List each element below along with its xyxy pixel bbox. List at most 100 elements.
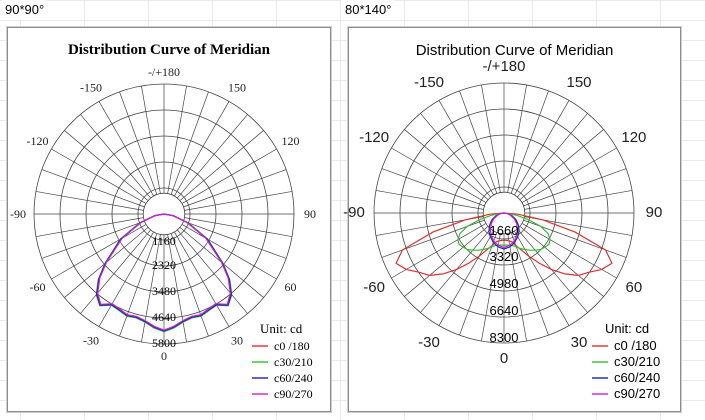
angle-label: -30 xyxy=(83,333,99,347)
series-line xyxy=(95,213,233,332)
grid-spoke xyxy=(517,113,588,198)
unit-label: Unit: cd xyxy=(605,321,649,336)
grid-spoke xyxy=(119,233,158,337)
angle-label: -150 xyxy=(414,74,444,91)
polar-chart-left: -/+180 -150 150 -120 120 -90 90 -60 60 -30 30 0 1160… xyxy=(10,65,316,401)
grid-spoke xyxy=(510,90,549,194)
grid-spoke xyxy=(177,114,248,199)
grid-spoke xyxy=(481,84,501,193)
angle-label: 150 xyxy=(566,74,591,91)
legend-label: c0 /180 xyxy=(274,339,310,353)
sheet-label-right: 80*140° xyxy=(342,0,395,20)
legend-label: c0 /180 xyxy=(614,338,657,353)
chart-title: Distribution Curve of Meridian xyxy=(67,42,271,58)
grid-spoke xyxy=(521,223,617,279)
angle-label: 90 xyxy=(304,207,316,221)
sheet-label-left: 90*90° xyxy=(2,0,48,20)
unit-label: Unit: cd xyxy=(260,321,303,336)
radial-tick-label: 6640 xyxy=(490,303,519,318)
radial-tick-label: 3480 xyxy=(152,284,176,298)
grid-spoke xyxy=(170,233,209,337)
angle-label: -120 xyxy=(359,129,389,146)
grid-spoke xyxy=(420,113,491,198)
grid-spoke xyxy=(170,91,209,195)
series-line xyxy=(395,212,613,277)
grid-spoke xyxy=(507,233,527,342)
chart-title: Distribution Curve of Meridian xyxy=(415,42,614,59)
grid-spoke xyxy=(141,85,161,194)
grid-spoke xyxy=(519,129,604,200)
angle-label: 120 xyxy=(621,129,646,146)
grid-spoke xyxy=(507,84,527,193)
legend-label: c30/210 xyxy=(614,354,660,369)
grid-spoke xyxy=(183,169,287,208)
grid-spoke xyxy=(524,190,633,210)
grid-spoke xyxy=(35,217,144,237)
series-line xyxy=(457,212,551,251)
grid-spoke xyxy=(183,220,287,259)
grid-spoke xyxy=(517,228,588,313)
grid-spoke xyxy=(119,91,158,195)
radial-tick-label: 8300 xyxy=(490,330,519,345)
grid-spoke xyxy=(184,217,293,237)
grid-spoke xyxy=(98,231,154,327)
grid-spoke xyxy=(381,168,485,207)
grid-spoke xyxy=(141,234,161,343)
grid-spoke xyxy=(80,229,151,314)
angle-label: -150 xyxy=(80,81,102,95)
grid-spoke xyxy=(420,228,491,313)
grid-spoke xyxy=(174,231,230,327)
polar-chart-right: -/+180 -150 150 -120 120 -90 90 -60 60 -30 30 0 1660… xyxy=(343,58,663,401)
series-line xyxy=(489,212,519,249)
grid-spoke xyxy=(181,224,277,280)
angle-label: 120 xyxy=(281,134,299,148)
grid-spoke xyxy=(174,101,230,197)
grid-spoke xyxy=(179,130,264,201)
radial-tick-label: 1160 xyxy=(152,234,176,248)
grid-spoke xyxy=(521,147,617,203)
angle-label: -/+180 xyxy=(483,58,526,75)
legend-label: c90/270 xyxy=(614,386,660,401)
radial-tick-label: 5800 xyxy=(152,336,176,350)
series-line xyxy=(97,213,231,331)
radial-tick-label: 3320 xyxy=(490,249,519,264)
grid-spoke xyxy=(80,114,151,199)
grid-spoke xyxy=(184,191,293,211)
grid-spoke xyxy=(177,229,248,314)
grid-spoke xyxy=(64,130,149,201)
grid-spoke xyxy=(438,100,494,196)
grid-spoke xyxy=(391,147,487,203)
grid-spoke xyxy=(167,85,187,194)
chart-panel-right: Distribution Curve of Meridian -/+180 -15… xyxy=(343,27,681,412)
series-line xyxy=(488,212,520,250)
chart-panel-left: Distribution Curve of Meridian -/+180 -15… xyxy=(7,27,331,412)
grid-spoke xyxy=(519,226,604,297)
angle-label: 90 xyxy=(646,204,663,221)
radial-tick-label: 4980 xyxy=(490,276,519,291)
grid-spoke xyxy=(510,232,549,336)
grid-spoke xyxy=(459,232,498,336)
grid-spoke xyxy=(523,168,627,207)
grid-spoke xyxy=(51,224,147,280)
angle-label: 0 xyxy=(500,350,508,367)
angle-label: -90 xyxy=(10,207,26,221)
angle-label: 60 xyxy=(626,279,643,296)
grid-spoke xyxy=(404,129,489,200)
polar-grid xyxy=(373,82,635,344)
grid-spoke xyxy=(404,226,489,297)
grid-spoke xyxy=(391,223,487,279)
grid-spoke xyxy=(35,191,144,211)
angle-label: -60 xyxy=(363,279,385,296)
polar-grid xyxy=(33,83,295,345)
legend-label: c60/240 xyxy=(274,371,313,385)
grid-spoke xyxy=(167,234,187,343)
legend-label: c30/210 xyxy=(274,355,313,369)
grid-spoke xyxy=(41,169,145,208)
grid-spoke xyxy=(438,230,494,326)
radial-tick-label: 1660 xyxy=(490,223,519,238)
grid-spoke xyxy=(98,101,154,197)
angle-label: -120 xyxy=(27,134,49,148)
angle-label: -/+180 xyxy=(148,65,180,79)
angle-label: -60 xyxy=(30,280,46,294)
grid-spoke xyxy=(375,190,484,210)
